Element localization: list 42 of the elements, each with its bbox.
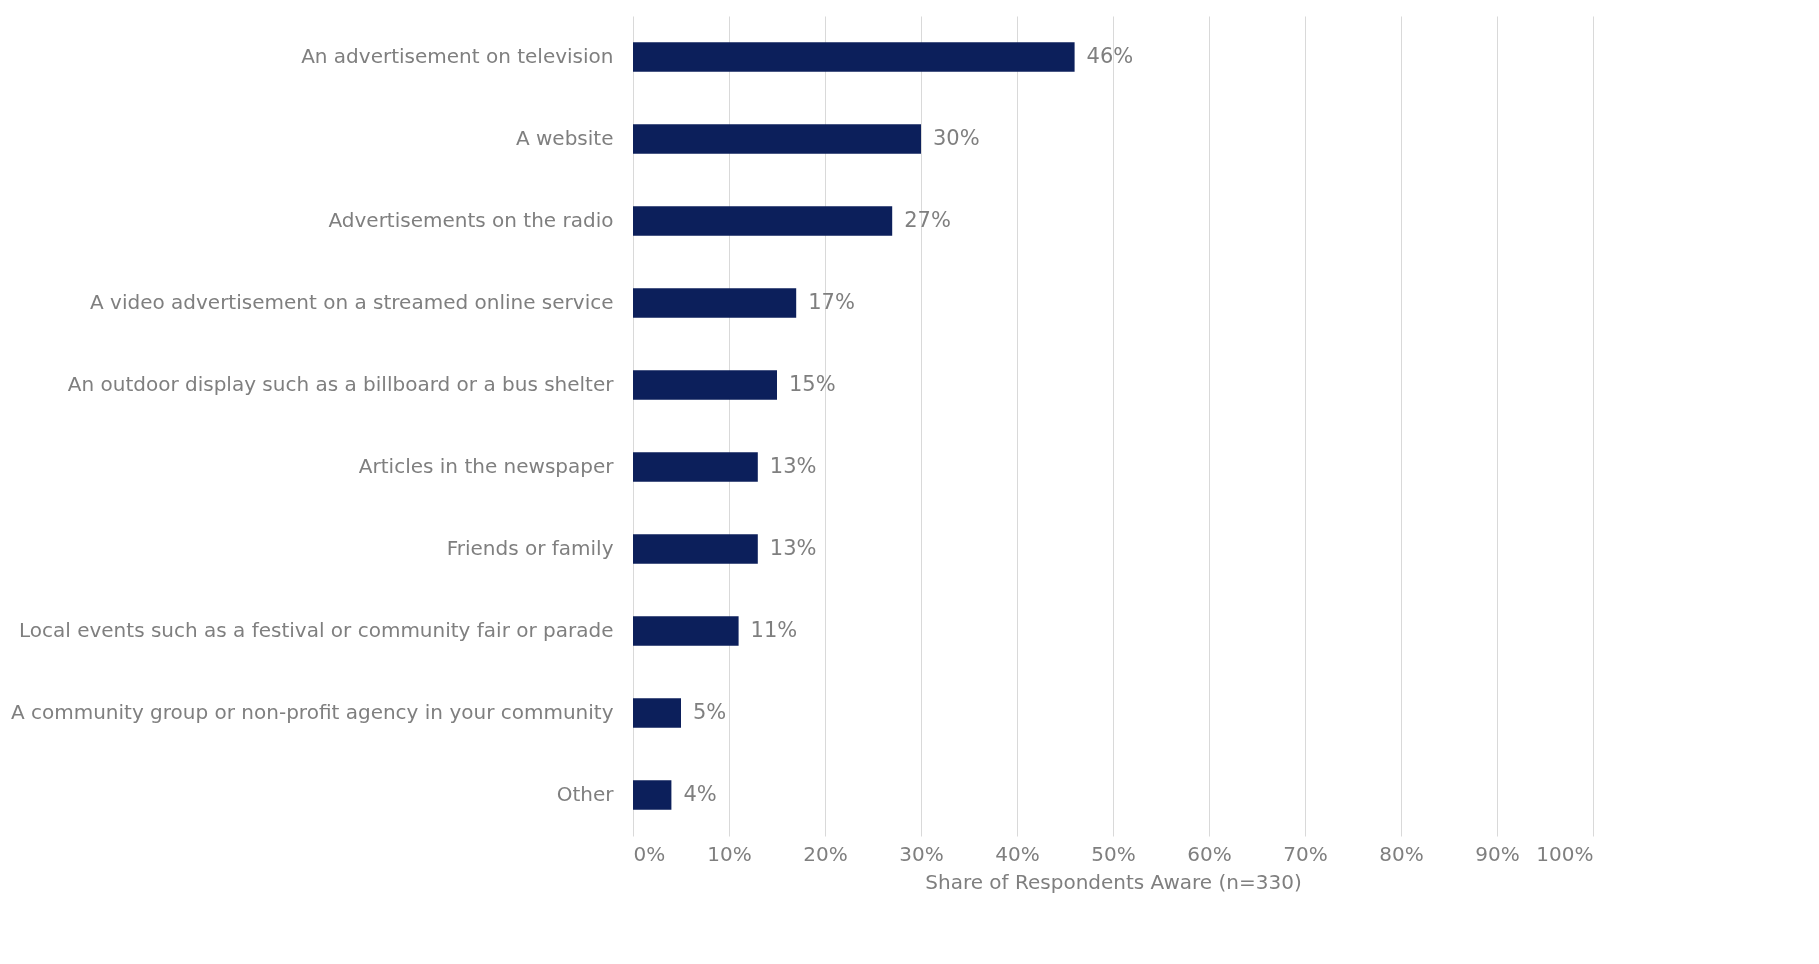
bar: [633, 780, 672, 810]
bar: [633, 452, 758, 482]
data-label: 15%: [789, 372, 836, 396]
y-tick-label: Friends or family: [446, 536, 614, 560]
x-tick-label: 60%: [1187, 841, 1232, 866]
data-label: 11%: [750, 618, 798, 642]
data-label: 4%: [683, 782, 717, 806]
x-tick-label: 80%: [1379, 841, 1424, 866]
y-tick-label: Local events such as a festival or community fair or parade: [18, 618, 614, 642]
data-label: 27%: [904, 208, 951, 232]
y-tick-label: Articles in the newspaper: [358, 454, 615, 478]
y-tick-label: An outdoor display such as a billboard or a bus shelter: [67, 372, 615, 396]
x-tick-label: 30%: [899, 841, 944, 866]
x-tick-label: 50%: [1091, 841, 1136, 866]
y-tick-label: Other: [556, 782, 615, 806]
data-label: 13%: [769, 536, 817, 560]
x-tick-label: 20%: [803, 841, 848, 866]
x-tick-label: 0%: [633, 841, 666, 866]
x-tick-label: 70%: [1283, 841, 1328, 866]
y-tick-label: A video advertisement on a streamed online service: [90, 290, 614, 314]
data-label: 30%: [933, 126, 980, 150]
bar: [633, 534, 758, 564]
bar: [633, 206, 893, 236]
bar: [633, 616, 739, 646]
data-label: 17%: [808, 290, 855, 314]
x-tick-label: 100%: [1536, 841, 1594, 866]
x-tick-label: 90%: [1475, 841, 1520, 866]
data-label: 13%: [769, 454, 817, 478]
data-label: 5%: [693, 700, 727, 724]
bar: [633, 698, 681, 728]
bar: [633, 288, 797, 318]
y-tick-label: A community group or non-profit agency in your community: [10, 700, 614, 724]
bar: [633, 370, 777, 400]
y-tick-label: A website: [515, 126, 614, 150]
bar: [633, 42, 1075, 72]
y-tick-label: An advertisement on television: [301, 44, 614, 68]
bar: [633, 124, 921, 154]
x-axis-title: Share of Respondents Aware (n=330): [925, 869, 1302, 894]
x-tick-label: 40%: [995, 841, 1040, 866]
y-tick-label: Advertisements on the radio: [328, 208, 614, 232]
x-tick-label: 10%: [707, 841, 752, 866]
data-label: 46%: [1086, 44, 1134, 68]
